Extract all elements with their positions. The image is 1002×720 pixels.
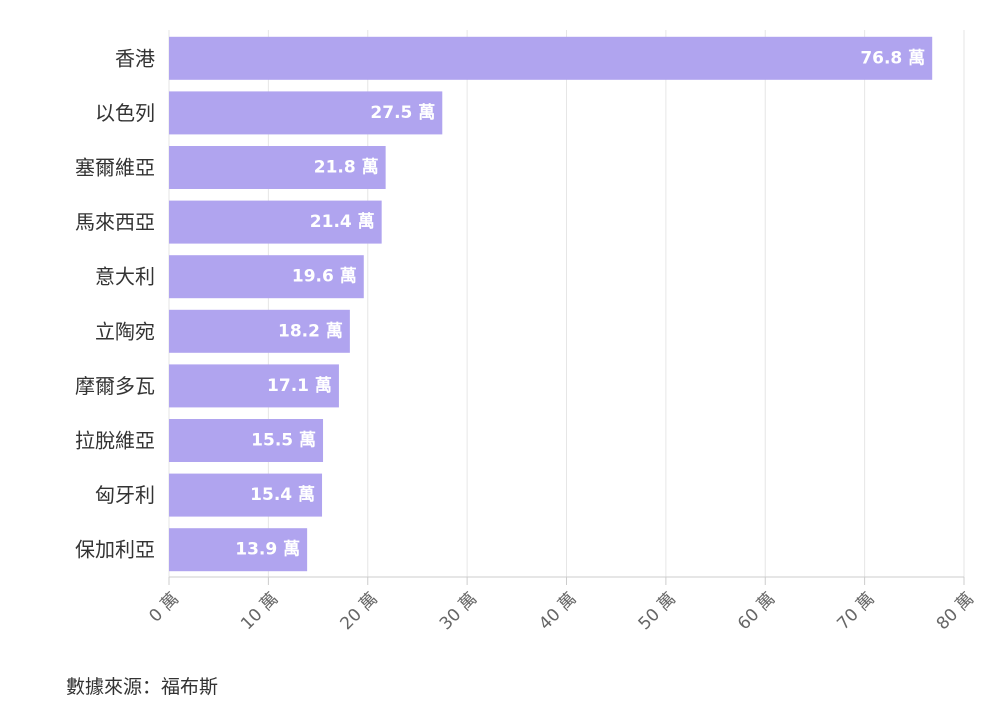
bar: [169, 528, 308, 572]
category-label: 拉脫維亞: [75, 429, 155, 453]
x-tick-label: 30 萬: [436, 589, 481, 634]
bar: [169, 309, 350, 353]
bar-chart: 76.8 萬 27.5 萬 21.8 萬 21.4 萬 19.6 萬 18.2 萬 17.1…: [75, 30, 978, 634]
bar: [169, 364, 339, 408]
x-tick-label: 40 萬: [535, 589, 580, 634]
bar-value-label: 18.2 萬: [278, 320, 343, 341]
x-tick-label: 0 萬: [145, 589, 183, 627]
bar-value-label: 13.9 萬: [235, 539, 300, 560]
category-label: 以色列: [95, 101, 155, 125]
source-note: 數據來源：福布斯: [66, 676, 219, 698]
category-label: 摩爾多瓦: [75, 374, 155, 398]
x-tick-label: 80 萬: [933, 589, 978, 634]
x-tick-label: 50 萬: [635, 589, 680, 634]
bar-value-label: 15.4 萬: [250, 484, 315, 505]
category-label: 保加利亞: [75, 538, 155, 562]
bar: [169, 200, 382, 244]
category-label: 立陶宛: [95, 319, 155, 343]
x-tick-label: 60 萬: [734, 589, 779, 634]
category-label: 香港: [115, 46, 155, 70]
bar-value-label: 19.6 萬: [292, 266, 357, 287]
bar-value-label: 21.4 萬: [310, 211, 375, 232]
bar: [169, 419, 324, 462]
bar-value-label: 17.1 萬: [267, 375, 332, 396]
category-label: 意大利: [95, 265, 155, 289]
bar-value-label: 21.8 萬: [314, 157, 379, 178]
x-tick-label: 20 萬: [336, 589, 381, 634]
bar-value-label: 27.5 萬: [370, 102, 435, 123]
bar: [169, 255, 364, 299]
bar: [169, 36, 933, 80]
bar-value-label: 15.5 萬: [251, 430, 316, 451]
bars: 76.8 萬 27.5 萬 21.8 萬 21.4 萬 19.6 萬 18.2 萬 17.1…: [169, 36, 933, 572]
x-tick-label: 10 萬: [237, 589, 282, 634]
category-label: 塞爾維亞: [75, 156, 155, 180]
bar: [169, 91, 443, 135]
category-label: 匈牙利: [95, 483, 155, 507]
category-label: 馬來西亞: [75, 210, 155, 234]
bar: [169, 146, 386, 189]
bar-value-label: 76.8 萬: [860, 47, 925, 68]
x-axis: 0 萬 10 萬 20 萬 30 萬 40 萬 50 萬 60 萬 70 萬 80 萬: [145, 576, 978, 634]
bar: [169, 473, 323, 517]
x-tick-label: 70 萬: [833, 589, 878, 634]
